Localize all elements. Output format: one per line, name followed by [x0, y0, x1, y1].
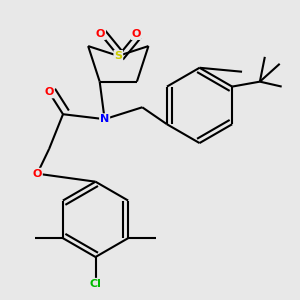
Text: O: O: [44, 87, 54, 98]
Text: O: O: [33, 169, 42, 179]
Text: N: N: [100, 114, 109, 124]
Text: O: O: [96, 29, 105, 39]
Text: O: O: [131, 29, 141, 39]
Text: Cl: Cl: [90, 279, 101, 289]
Text: S: S: [114, 51, 122, 61]
